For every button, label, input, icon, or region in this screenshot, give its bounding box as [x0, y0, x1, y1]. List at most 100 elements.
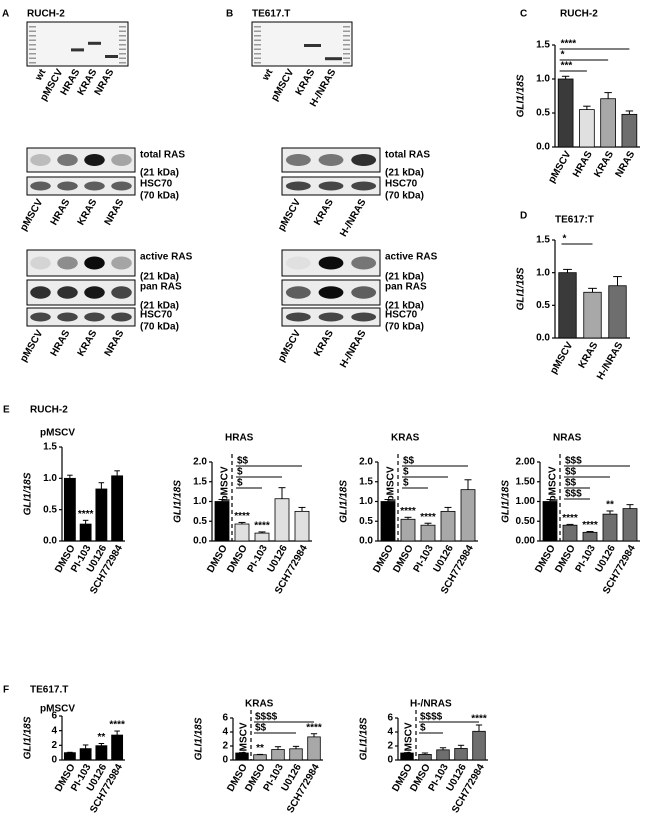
panel-letter: C [520, 9, 527, 20]
ladder-band [343, 48, 350, 50]
ladder-band [119, 39, 126, 41]
y-tick-label: 4 [51, 725, 57, 736]
bar [542, 501, 558, 542]
lane-label: pMSCV [276, 197, 303, 233]
ladder-band [254, 48, 261, 50]
comparison-label: $$$ [565, 489, 582, 500]
significance: **** [471, 714, 487, 725]
y-tick-label: 6 [222, 713, 228, 724]
bar [608, 285, 627, 339]
reference-label: pMSCV [404, 722, 415, 757]
blot-title: TE617.T [252, 9, 290, 20]
significance: **** [234, 511, 250, 522]
blot-band [285, 154, 311, 166]
lane-label: pMSCV [18, 328, 45, 364]
comparison-label: $$ [565, 467, 577, 478]
chart-title: KRAS [245, 699, 274, 710]
chart-title: RUCH-2 [560, 9, 598, 20]
blot-band [285, 256, 311, 270]
comparison-label: * [563, 234, 567, 245]
ladder-band [29, 39, 36, 41]
lane-label: KRAS [76, 328, 100, 358]
blot-band [318, 286, 344, 299]
comparison-label: $ [403, 467, 409, 478]
ladder-band [254, 30, 261, 32]
y-tick-label: 0.5 [193, 516, 207, 527]
bar [621, 113, 638, 148]
blot-band [351, 181, 377, 191]
y-tick-label: 1.5 [193, 476, 207, 487]
bar [380, 501, 396, 542]
y-tick-label: 0 [222, 755, 228, 766]
significance: **** [78, 509, 94, 520]
lane-label: H-/NRAS [338, 328, 369, 370]
ladder-band [119, 62, 126, 64]
blot-band [318, 181, 344, 191]
gel-image [26, 21, 129, 67]
y-axis-label: GLI1/18S [501, 480, 512, 523]
comparison-label: $$ [237, 456, 249, 467]
blot-title: RUCH-2 [27, 9, 65, 20]
significance: **** [109, 720, 125, 731]
ladder-band [254, 44, 261, 46]
ladder-band [343, 30, 350, 32]
band-size: (70 kDa) [140, 191, 179, 202]
chart-title: pMSCV [40, 428, 75, 439]
y-tick-label: 0.0 [359, 536, 373, 547]
bar [253, 754, 267, 761]
y-axis-label: GLI1/18S [516, 267, 527, 310]
y-tick-label: 0.0 [536, 333, 550, 344]
blot-band [285, 286, 311, 299]
bar [622, 508, 638, 542]
band-name: HSC70 [140, 179, 173, 190]
y-axis-label: GLI1/18S [173, 480, 184, 523]
y-axis-label: GLI1/18S [339, 480, 350, 523]
blot-band [285, 181, 311, 191]
band-name: total RAS [140, 150, 185, 161]
band-size: (21 kDa) [140, 168, 179, 179]
ladder-band [254, 57, 261, 59]
reference-label: pMSCV [220, 466, 231, 501]
band-size: (21 kDa) [385, 301, 424, 312]
bar [472, 730, 486, 761]
y-tick-label: 1.50 [516, 476, 536, 487]
significance: **** [562, 513, 578, 524]
lane-label: HRAS [49, 328, 73, 358]
lane-label: wt [260, 67, 276, 84]
lane-label: KRAS [76, 197, 100, 227]
chart-title: H-/NRAS [410, 699, 452, 710]
y-axis-label: GLI1/18S [194, 717, 205, 760]
blot-band [30, 181, 51, 191]
y-tick-label: 0 [387, 755, 393, 766]
significance: ** [97, 732, 105, 743]
bar [289, 748, 303, 761]
y-axis-label: GLI1/18S [23, 716, 34, 759]
y-tick-label: 0.5 [536, 108, 550, 119]
band-size: (70 kDa) [385, 191, 424, 202]
ladder-band [343, 53, 350, 55]
y-tick-label: 2 [222, 741, 228, 752]
ladder-band [343, 44, 350, 46]
chart-title: pMSCV [40, 704, 75, 715]
y-tick-label: 0.0 [193, 536, 207, 547]
blot-band [57, 286, 78, 299]
y-tick-label: 1.0 [359, 496, 373, 507]
gel-band [325, 57, 342, 61]
band-size: (21 kDa) [140, 272, 179, 283]
bar [418, 754, 432, 761]
bar [254, 532, 270, 542]
y-tick-label: 1.5 [536, 235, 550, 246]
bar [95, 488, 108, 542]
bar [600, 98, 616, 148]
x-tick-label: NRAS [614, 149, 638, 179]
blot-band [318, 154, 344, 166]
ladder-band [119, 48, 126, 50]
reference-label: pMSCV [386, 466, 397, 501]
gel-band [88, 41, 101, 45]
bar [558, 272, 577, 339]
blot-band [57, 181, 78, 191]
chart-title: KRAS [391, 433, 420, 444]
y-tick-label: 0.00 [516, 536, 536, 547]
panel-letter: B [226, 9, 233, 20]
chart-title: NRAS [553, 433, 582, 444]
